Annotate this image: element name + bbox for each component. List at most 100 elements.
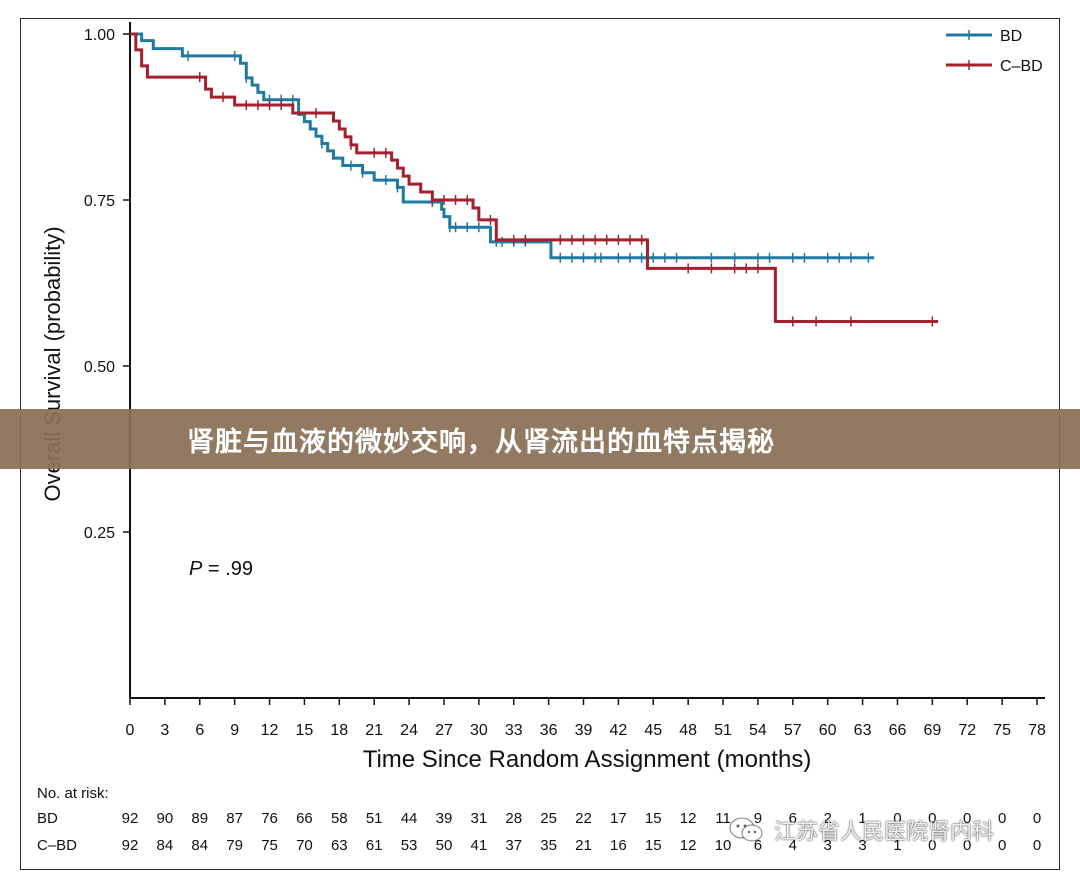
risk-cell: 22 xyxy=(575,810,592,827)
x-tick-label: 27 xyxy=(435,722,453,739)
risk-cell: 1 xyxy=(858,810,866,827)
risk-row-label: C–BD xyxy=(37,837,77,854)
risk-cell: 9 xyxy=(754,810,762,827)
risk-cell: 25 xyxy=(540,810,557,827)
x-tick-label: 75 xyxy=(993,722,1011,739)
x-tick-label: 24 xyxy=(400,722,418,739)
p-value-annotation: P = .99 xyxy=(189,558,253,580)
x-tick-label: 72 xyxy=(958,722,976,739)
p-value-text: = .99 xyxy=(202,558,253,580)
risk-cell: 0 xyxy=(998,837,1006,854)
x-tick-label: 66 xyxy=(889,722,907,739)
legend-label: C–BD xyxy=(1000,58,1043,75)
watermark-text: 江苏省人民医院肾内科 xyxy=(774,820,995,845)
risk-cell: 0 xyxy=(893,810,901,827)
risk-table: No. at risk:BD 92 90 89 87 76 66 58 51 44 39 31 28 25… xyxy=(37,785,1041,854)
risk-cell: 2 xyxy=(824,810,832,827)
risk-cell: 76 xyxy=(261,810,278,827)
wechat-icon xyxy=(729,817,763,842)
risk-cell: 92 xyxy=(122,810,139,827)
risk-row-label: BD xyxy=(37,810,58,827)
series-line-c-bd xyxy=(130,32,939,324)
y-tick-label: 1.00 xyxy=(84,27,115,44)
risk-cell: 11 xyxy=(715,810,731,827)
watermark: 江苏省人民医院肾内科 xyxy=(728,814,994,846)
risk-cell: 17 xyxy=(610,810,627,827)
x-tick-label: 12 xyxy=(261,722,279,739)
risk-cell: 41 xyxy=(471,837,488,854)
risk-cell: 15 xyxy=(645,837,662,854)
risk-cell: 50 xyxy=(436,837,453,854)
risk-cell: 35 xyxy=(540,837,557,854)
risk-cell: 39 xyxy=(436,810,453,827)
x-tick-label: 9 xyxy=(230,722,239,739)
risk-cell: 4 xyxy=(789,837,797,854)
banner-title: 肾脏与血液的微妙交响，从肾流出的血特点揭秘 xyxy=(187,426,775,458)
risk-cell: 58 xyxy=(331,810,348,827)
x-tick-label: 51 xyxy=(714,722,732,739)
x-tick-label: 48 xyxy=(679,722,697,739)
series-layer xyxy=(130,32,939,327)
risk-cell: 92 xyxy=(122,837,139,854)
y-tick-label: 0.75 xyxy=(84,193,115,210)
y-tick-label: 0.25 xyxy=(84,525,115,542)
risk-cell: 0 xyxy=(1033,810,1041,827)
axes: 0 3 6 9 12 15 18 21 24 27 30 33 36 39 42 45 48 51 54 57 60 63… xyxy=(84,22,1046,739)
risk-cell: 0 xyxy=(928,810,936,827)
x-axis-label: Time Since Random Assignment (months) xyxy=(363,746,812,773)
p-value-italic: P xyxy=(189,558,203,580)
risk-cell: 63 xyxy=(331,837,348,854)
x-tick-label: 57 xyxy=(784,722,802,739)
risk-table-title: No. at risk: xyxy=(37,785,109,802)
legend: BD C–BD xyxy=(946,28,1043,75)
risk-cell: 0 xyxy=(963,837,971,854)
risk-cell: 44 xyxy=(401,810,418,827)
risk-cell: 28 xyxy=(505,810,522,827)
x-tick-label: 21 xyxy=(365,722,383,739)
risk-cell: 12 xyxy=(680,810,697,827)
risk-cell: 0 xyxy=(1033,837,1041,854)
risk-cell: 84 xyxy=(157,837,174,854)
x-tick-label: 3 xyxy=(160,722,169,739)
y-tick-label: 0.50 xyxy=(84,359,115,376)
x-tick-label: 78 xyxy=(1028,722,1046,739)
x-tick-label: 0 xyxy=(126,722,135,739)
risk-cell: 79 xyxy=(226,837,243,854)
x-tick-label: 15 xyxy=(296,722,314,739)
series-line-bd xyxy=(130,32,875,260)
risk-cell: 0 xyxy=(998,810,1006,827)
risk-cell: 0 xyxy=(963,810,971,827)
x-tick-label: 36 xyxy=(540,722,558,739)
risk-cell: 37 xyxy=(505,837,522,854)
risk-cell: 10 xyxy=(715,837,732,854)
risk-cell: 12 xyxy=(680,837,697,854)
x-tick-label: 54 xyxy=(749,722,767,739)
risk-cell: 1 xyxy=(893,837,901,854)
risk-cell: 75 xyxy=(261,837,278,854)
x-tick-label: 69 xyxy=(923,722,941,739)
risk-cell: 15 xyxy=(645,810,662,827)
risk-cell: 84 xyxy=(191,837,208,854)
x-tick-label: 63 xyxy=(854,722,872,739)
risk-cell: 21 xyxy=(575,837,592,854)
risk-cell: 89 xyxy=(191,810,208,827)
risk-cell: 61 xyxy=(366,837,383,854)
x-tick-label: 30 xyxy=(470,722,488,739)
x-tick-label: 18 xyxy=(330,722,348,739)
legend-label: BD xyxy=(1000,28,1022,45)
x-tick-label: 33 xyxy=(505,722,523,739)
risk-cell: 87 xyxy=(226,810,243,827)
x-tick-label: 42 xyxy=(609,722,627,739)
risk-cell: 3 xyxy=(858,837,866,854)
risk-cell: 0 xyxy=(928,837,936,854)
risk-cell: 66 xyxy=(296,810,313,827)
risk-cell: 31 xyxy=(471,810,488,827)
risk-cell: 51 xyxy=(366,810,383,827)
risk-cell: 6 xyxy=(789,810,797,827)
title-banner: 肾脏与血液的微妙交响，从肾流出的血特点揭秘 xyxy=(0,409,1080,469)
x-tick-label: 6 xyxy=(195,722,204,739)
x-tick-label: 45 xyxy=(644,722,662,739)
risk-cell: 70 xyxy=(296,837,313,854)
risk-cell: 3 xyxy=(824,837,832,854)
